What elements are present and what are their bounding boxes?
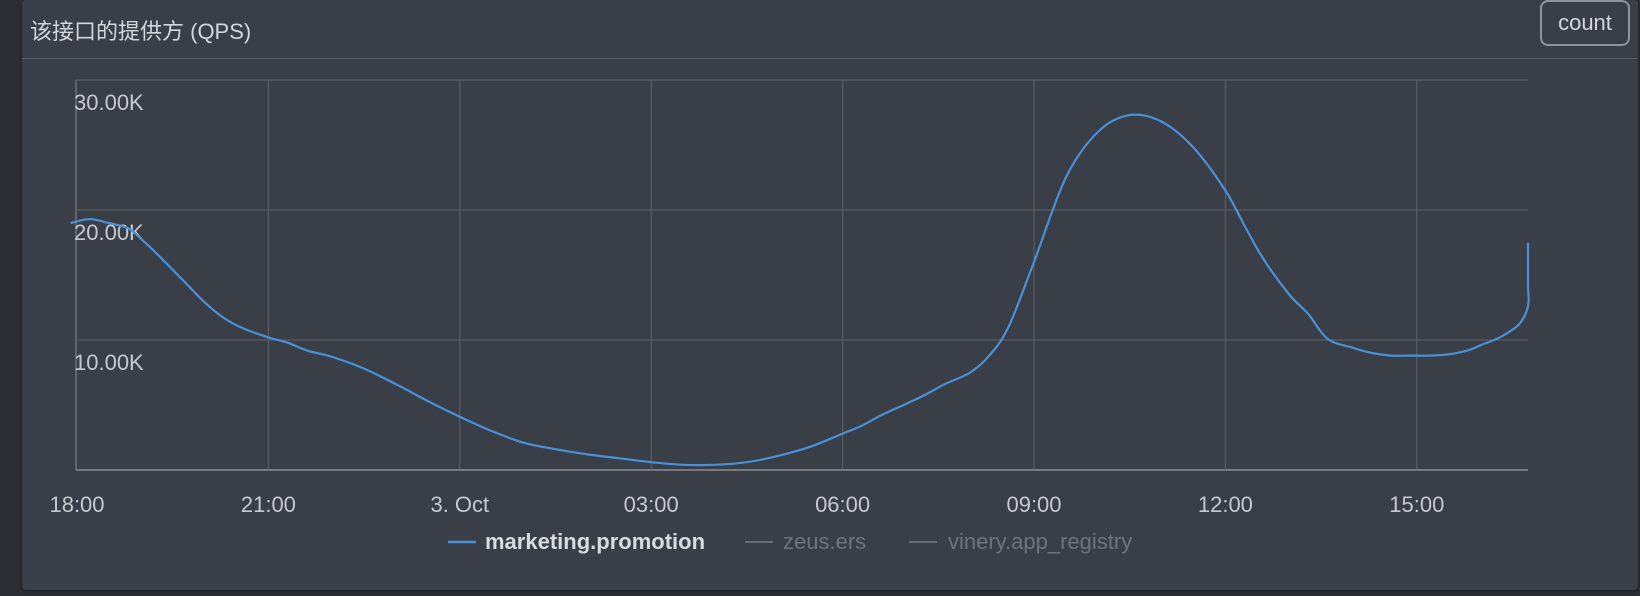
x-tick-label: 09:00 — [1006, 492, 1061, 517]
y-tick-label: 10.00K — [74, 350, 144, 375]
x-tick-label: 3. Oct — [430, 492, 489, 517]
x-axis-ticks: 18:00 21:00 3. Oct 03:00 06:00 09:00 12:00 15:0… — [49, 492, 1444, 517]
y-tick-label: 20.00K — [74, 220, 144, 245]
legend-item[interactable]: vinery.app_registry — [909, 529, 1132, 554]
x-tick-label: 18:00 — [49, 492, 104, 517]
legend-item[interactable]: zeus.ers — [745, 529, 866, 554]
legend-label: marketing.promotion — [485, 529, 705, 554]
panel-title: 该接口的提供方 (QPS) — [30, 19, 252, 44]
y-axis-ticks: 10.00K 20.00K 30.00K — [74, 90, 144, 375]
x-tick-label: 06:00 — [815, 492, 870, 517]
x-tick-label: 03:00 — [624, 492, 679, 517]
qps-line-chart: 10.00K 20.00K 30.00K 18:00 21:00 3. Oct 03:00… — [49, 79, 1530, 554]
x-tick-label: 12:00 — [1198, 492, 1253, 517]
legend-label: zeus.ers — [783, 529, 866, 554]
series-line-marketing-promotion[interactable] — [70, 113, 1530, 467]
chart-panel: 该接口的提供方 (QPS) count 10.00K 20.00K 30.00K 1… — [22, 0, 1638, 590]
legend-item[interactable]: marketing.promotion — [448, 529, 705, 554]
count-button[interactable]: count — [1540, 0, 1630, 46]
grid-lines — [75, 79, 1528, 471]
x-tick-label: 21:00 — [241, 492, 296, 517]
x-tick-label: 15:00 — [1389, 492, 1444, 517]
panel-header: 该接口的提供方 (QPS) count — [22, 0, 1638, 59]
series-layer — [70, 113, 1530, 467]
legend-label: vinery.app_registry — [948, 529, 1132, 554]
y-tick-label: 30.00K — [74, 90, 144, 115]
legend: marketing.promotion zeus.ers vinery.app_re… — [448, 529, 1132, 554]
